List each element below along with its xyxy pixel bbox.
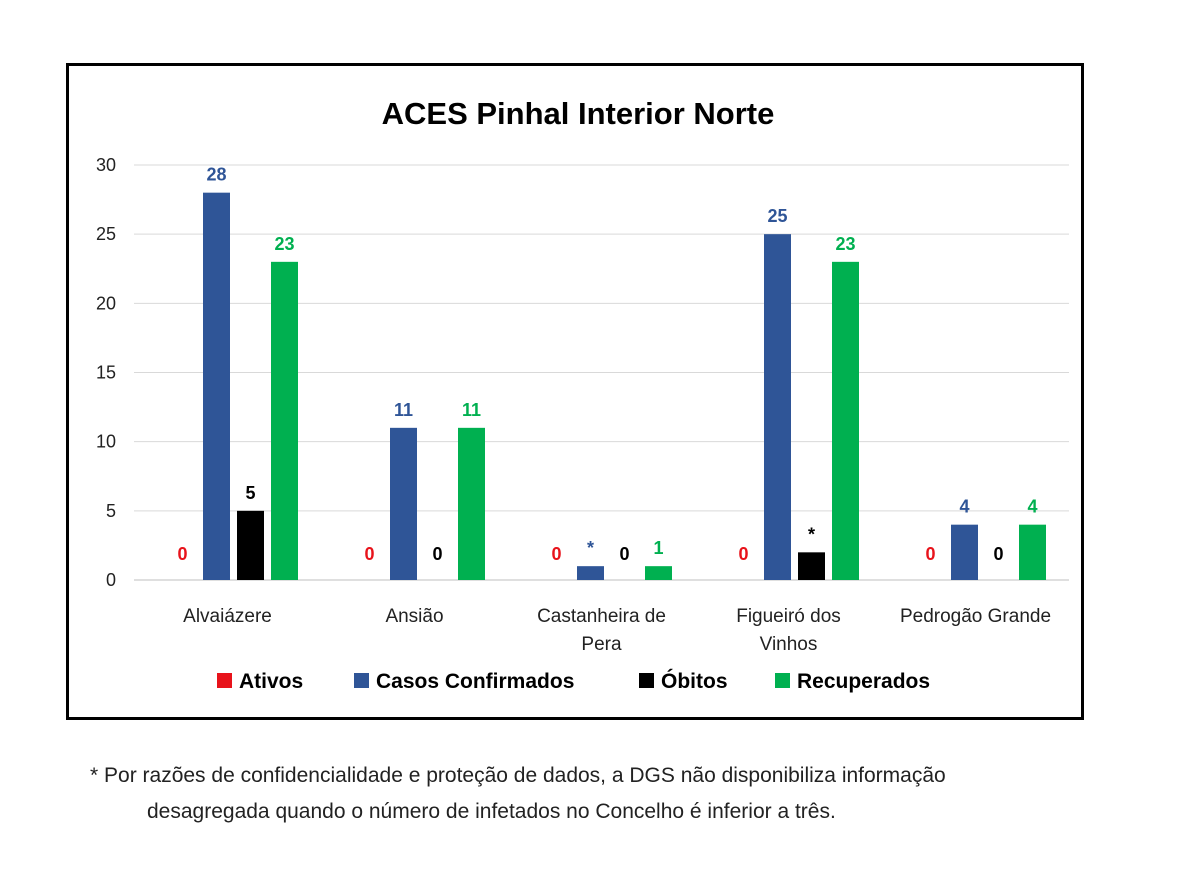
bar-recuperados	[832, 261, 859, 580]
data-label: 23	[274, 234, 294, 254]
y-tick-label: 5	[106, 501, 116, 521]
chart-title: ACES Pinhal Interior Norte	[382, 96, 775, 131]
data-label: 0	[619, 544, 629, 564]
bar-recuperados	[458, 427, 485, 580]
data-label: 0	[925, 544, 935, 564]
data-label: 11	[462, 400, 481, 420]
category-label: Castanheira de	[537, 606, 666, 627]
bar-recuperados	[1019, 524, 1046, 580]
data-label: 4	[959, 497, 969, 517]
category-label: Pera	[581, 634, 622, 655]
data-label: 0	[993, 544, 1003, 564]
data-label: 11	[394, 400, 413, 420]
data-label: 28	[206, 165, 226, 185]
data-label: *	[808, 524, 815, 544]
data-label: 0	[738, 544, 748, 564]
legend-swatch	[217, 673, 232, 688]
data-label: 4	[1027, 497, 1037, 517]
footnote-line-2: desagregada quando o número de infetados…	[147, 800, 836, 823]
data-label: 0	[177, 544, 187, 564]
data-label: *	[587, 538, 594, 558]
bar-chart: ACES Pinhal Interior Norte05101520253002…	[96, 96, 1069, 693]
data-label: 25	[767, 206, 787, 226]
category-label: Ansião	[385, 606, 443, 627]
chart-frame: ACES Pinhal Interior Norte 0 5 10 15 20 25 30 0 2…	[66, 63, 1084, 720]
data-label: 0	[551, 544, 561, 564]
data-label: 5	[245, 483, 255, 503]
category-label: Alvaiázere	[183, 606, 272, 627]
legend-label: Ativos	[239, 670, 303, 693]
bar-recuperados	[271, 261, 298, 580]
bar-casos-confirmados	[951, 524, 978, 580]
data-label: 23	[835, 234, 855, 254]
bar-recuperados	[645, 566, 672, 580]
y-tick-label: 30	[96, 155, 116, 175]
y-tick-label: 25	[96, 224, 116, 244]
legend-swatch	[775, 673, 790, 688]
legend-swatch	[639, 673, 654, 688]
y-tick-label: 0	[106, 570, 116, 590]
data-label: 0	[364, 544, 374, 564]
legend-label: Recuperados	[797, 670, 930, 693]
y-tick-label: 15	[96, 363, 116, 383]
data-label: 1	[653, 538, 663, 558]
data-label: 0	[432, 544, 442, 564]
bar-casos-confirmados	[203, 192, 230, 580]
legend-label: Óbitos	[661, 669, 728, 693]
footnote-line-1: * Por razões de confidencialidade e prot…	[90, 764, 946, 787]
category-label: Pedrogão Grande	[900, 606, 1051, 627]
category-label: Vinhos	[760, 634, 818, 655]
legend-label: Casos Confirmados	[376, 670, 574, 693]
y-tick-label: 10	[96, 432, 116, 452]
bar-casos-confirmados	[390, 427, 417, 580]
bar-casos-confirmados	[577, 566, 604, 580]
bar-óbitos	[798, 552, 825, 580]
bar-casos-confirmados	[764, 234, 791, 580]
y-tick-label: 20	[96, 293, 116, 313]
category-label: Figueiró dos	[736, 606, 841, 627]
legend-swatch	[354, 673, 369, 688]
bar-óbitos	[237, 510, 264, 580]
